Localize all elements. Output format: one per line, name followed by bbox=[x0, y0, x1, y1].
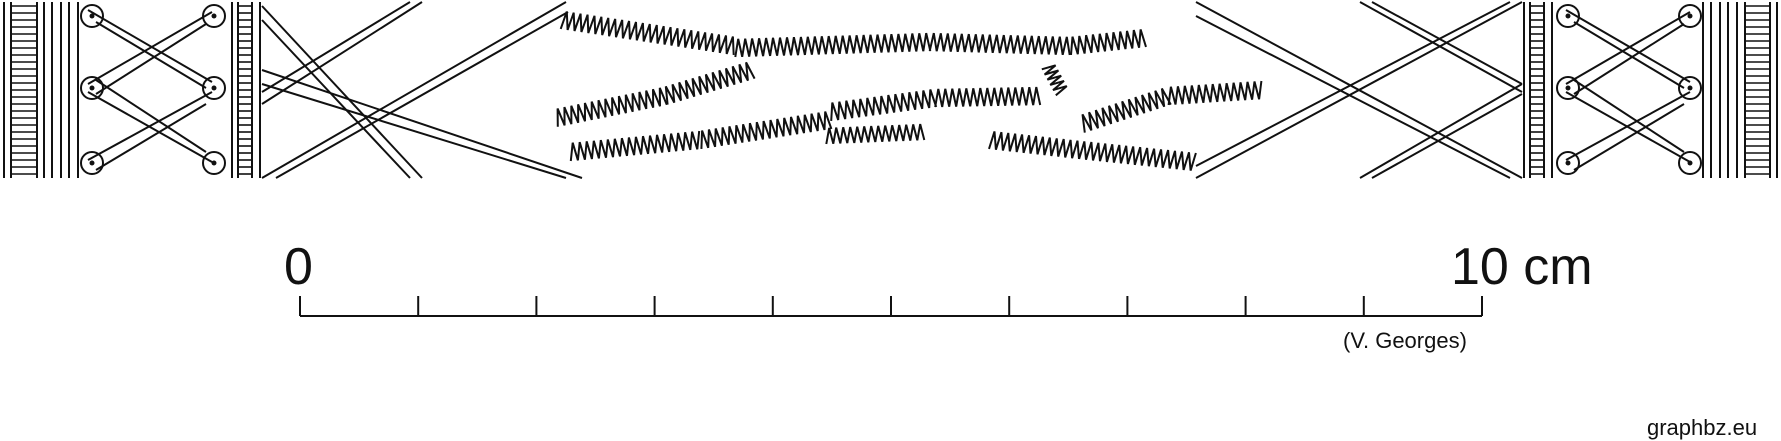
pulley-icon bbox=[80, 4, 226, 175]
zigzag-thread bbox=[734, 32, 932, 58]
left-inner-rungs bbox=[238, 5, 252, 175]
zigzag-thread bbox=[664, 61, 756, 105]
scale-start-label: 0 bbox=[284, 238, 313, 296]
left-ladder-rungs bbox=[11, 5, 37, 175]
right-inner-ladder bbox=[1523, 2, 1553, 178]
scale-ticks bbox=[299, 296, 1483, 316]
zigzag-thread bbox=[1070, 29, 1147, 55]
zigzag-thread bbox=[928, 32, 1071, 56]
zigzag-thread bbox=[569, 130, 701, 162]
zigzag-thread bbox=[1081, 88, 1172, 133]
zigzag-thread bbox=[825, 123, 926, 145]
zigzag-thread bbox=[934, 86, 1042, 108]
right-ladder-rungs bbox=[1745, 5, 1770, 175]
right-pulley-block bbox=[1565, 9, 1691, 171]
zigzag-thread bbox=[830, 89, 938, 121]
scale-bar: 0 10 cm (V. Georges) bbox=[284, 238, 1593, 353]
zigzag-thread bbox=[559, 11, 735, 55]
zigzag-thread bbox=[1041, 64, 1068, 97]
scale-credit: (V. Georges) bbox=[1343, 328, 1467, 353]
right-crossed-strands bbox=[1195, 1, 1523, 179]
zigzag-thread bbox=[1078, 141, 1197, 171]
zigzag-thread bbox=[700, 111, 833, 149]
right-inner-rungs bbox=[1530, 5, 1544, 175]
zigzag-thread bbox=[1167, 80, 1263, 106]
zigzag-thread bbox=[556, 87, 668, 127]
scale-end-label: 10 cm bbox=[1451, 238, 1593, 296]
left-crossed-strands bbox=[261, 1, 583, 179]
left-pulley-block bbox=[87, 9, 213, 171]
zigzag-thread bbox=[988, 131, 1080, 159]
zigzag-threads bbox=[556, 11, 1263, 171]
site-watermark: graphbz.eu bbox=[1647, 415, 1757, 440]
pulley-icon bbox=[1556, 4, 1702, 175]
